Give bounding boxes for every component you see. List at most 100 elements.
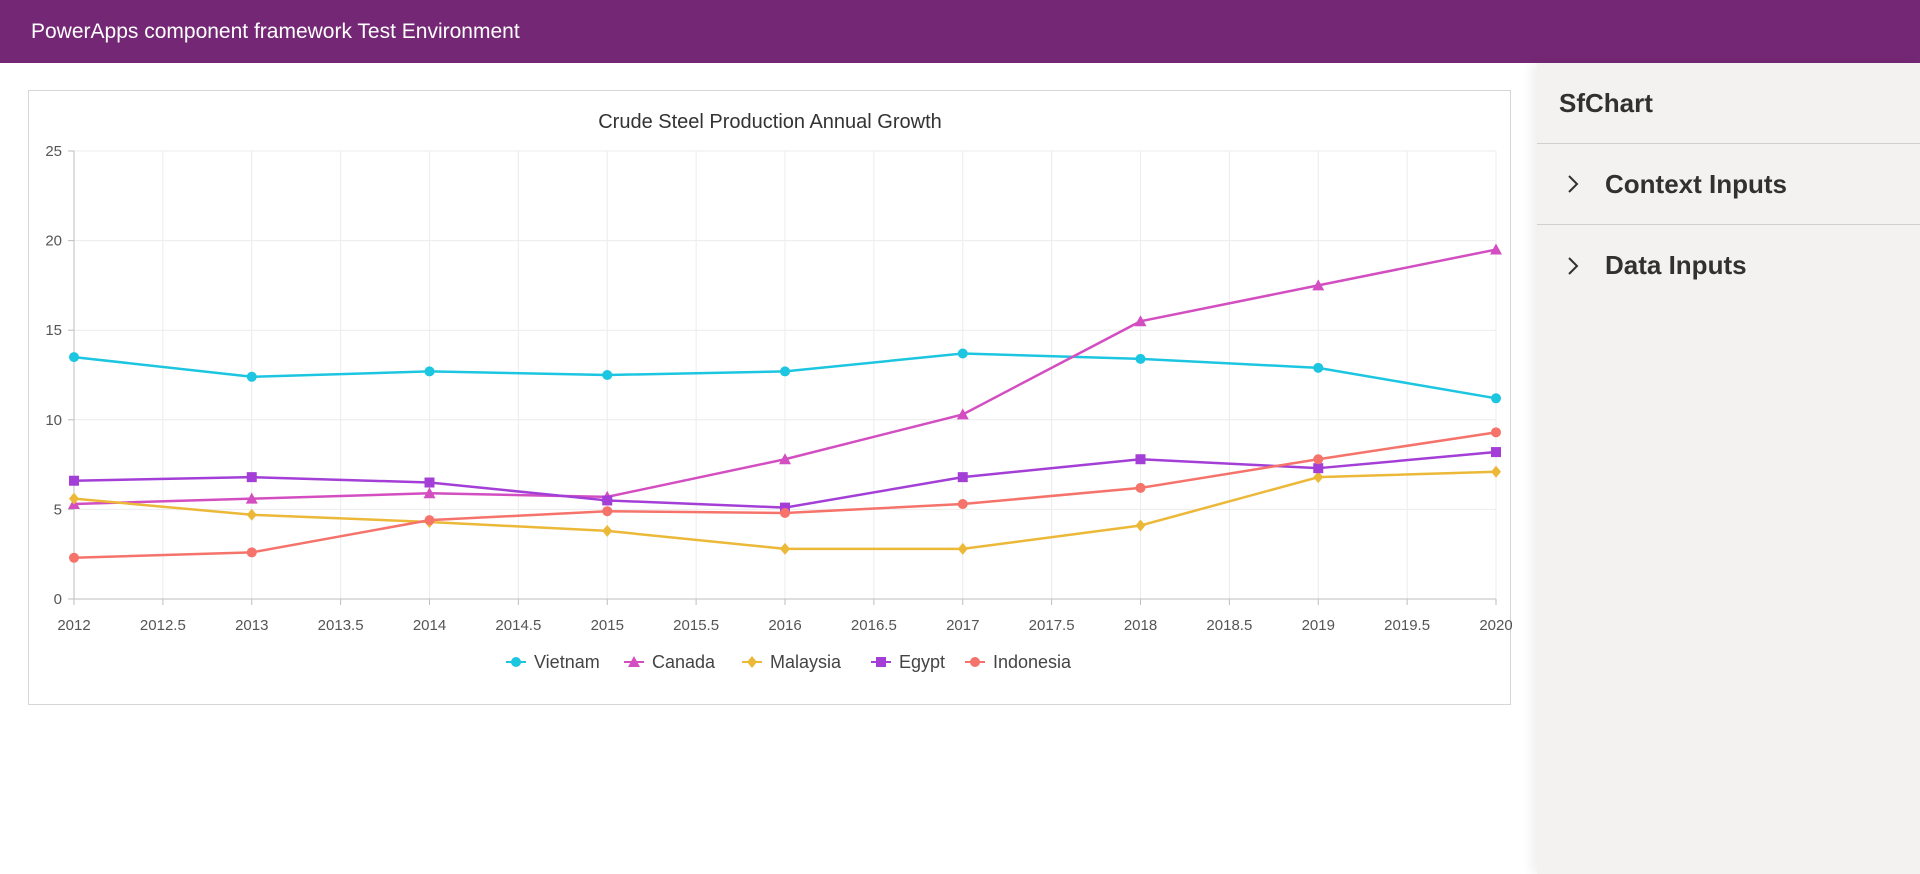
data-point[interactable] (246, 508, 257, 521)
data-point[interactable] (780, 542, 790, 555)
data-point[interactable] (1491, 465, 1501, 478)
x-tick-label: 2019.5 (1384, 617, 1430, 634)
data-point[interactable] (424, 515, 435, 526)
x-tick-label: 2014 (413, 617, 446, 634)
data-point[interactable] (1135, 454, 1146, 465)
data-point[interactable] (957, 348, 968, 359)
main-area: 2012 2012.5 2013 2013.5 2014 2014.5 2015 2015.5… (0, 63, 1537, 874)
x-tick-label: 2015.5 (673, 617, 719, 634)
y-tick-label: 20 (45, 233, 62, 250)
y-tick-label: 15 (45, 322, 62, 339)
data-point[interactable] (1135, 519, 1146, 532)
data-point[interactable] (779, 453, 791, 465)
x-tick-label: 2012.5 (140, 617, 186, 634)
chart-container: 2012 2012.5 2013 2013.5 2014 2014.5 2015 2015.5… (28, 90, 1512, 705)
legend-item-indonesia[interactable]: Indonesia (965, 652, 1072, 672)
data-point[interactable] (245, 492, 258, 504)
data-point[interactable] (1135, 482, 1146, 493)
y-tick-label: 0 (54, 591, 62, 608)
data-point[interactable] (1491, 393, 1501, 404)
y-tick-label: 10 (45, 412, 62, 429)
legend-item-vietnam[interactable]: Vietnam (506, 652, 600, 672)
chart-legend: Vietnam Canada Malaysia Egypt Indonesia (506, 652, 1072, 672)
data-point[interactable] (1490, 243, 1502, 255)
data-point[interactable] (957, 542, 968, 555)
x-tick-label: 2019 (1302, 617, 1335, 634)
chevron-right-icon (1563, 256, 1583, 276)
data-point[interactable] (957, 472, 968, 483)
properties-panel: SfChart Context Inputs Data Inputs (1537, 63, 1920, 874)
data-point[interactable] (69, 492, 79, 505)
x-tick-label: 2013 (235, 617, 268, 634)
legend-marker[interactable] (628, 656, 640, 667)
legend-label: Malaysia (770, 652, 842, 672)
chart-title: Crude Steel Production Annual Growth (598, 111, 942, 133)
x-tick-label: 2015 (591, 617, 624, 634)
data-point[interactable] (69, 352, 79, 363)
data-point[interactable] (1135, 353, 1146, 364)
legend-item-canada[interactable]: Canada (624, 652, 716, 672)
legend-item-egypt[interactable]: Egypt (871, 652, 945, 672)
data-point[interactable] (780, 502, 790, 513)
data-point[interactable] (780, 507, 790, 518)
y-tick-label: 25 (45, 143, 62, 160)
app-header-bar: PowerApps component framework Test Envir… (0, 0, 1920, 63)
data-point[interactable] (602, 524, 613, 537)
series-malaysia (69, 465, 1501, 555)
chevron-right-icon (1563, 174, 1583, 194)
x-tick-label: 2018.5 (1206, 617, 1252, 634)
data-point[interactable] (1313, 454, 1324, 465)
x-tick-label: 2014.5 (495, 617, 541, 634)
legend-item-malaysia[interactable]: Malaysia (742, 652, 842, 672)
data-point[interactable] (246, 547, 257, 558)
data-point[interactable] (423, 487, 436, 499)
chart-series (68, 243, 1502, 563)
legend-marker[interactable] (876, 657, 886, 667)
data-point[interactable] (1312, 279, 1325, 291)
data-point[interactable] (246, 472, 257, 483)
data-point[interactable] (602, 506, 613, 517)
legend-marker[interactable] (970, 657, 980, 667)
data-point[interactable] (957, 499, 968, 510)
x-tick-label: 2017.5 (1029, 617, 1075, 634)
legend-label: Vietnam (534, 652, 600, 672)
legend-marker[interactable] (747, 656, 757, 668)
x-tick-label: 2013.5 (318, 617, 364, 634)
x-tick-label: 2018 (1124, 617, 1157, 634)
section-label: Data Inputs (1605, 250, 1747, 280)
data-point[interactable] (602, 495, 613, 506)
section-context-inputs[interactable]: Context Inputs (1537, 144, 1920, 225)
data-point[interactable] (602, 370, 613, 380)
data-point[interactable] (1313, 463, 1324, 474)
legend-label: Indonesia (993, 652, 1072, 672)
x-tick-label: 2017 (946, 617, 979, 634)
legend-label: Canada (652, 652, 716, 672)
data-point[interactable] (246, 371, 257, 382)
legend-marker[interactable] (511, 657, 521, 667)
section-data-inputs[interactable]: Data Inputs (1537, 225, 1920, 306)
data-point[interactable] (424, 366, 435, 377)
data-point[interactable] (780, 366, 790, 377)
section-label: Context Inputs (1605, 168, 1787, 199)
data-point[interactable] (956, 408, 969, 420)
data-point[interactable] (69, 552, 79, 563)
x-tick-label: 2020 (1479, 617, 1512, 634)
y-tick-label: 5 (54, 501, 62, 518)
data-point[interactable] (1491, 427, 1501, 438)
series-egypt (69, 447, 1501, 513)
line-chart: 2012 2012.5 2013 2013.5 2014 2014.5 2015 2015.5… (45, 111, 1512, 672)
data-point[interactable] (1134, 315, 1147, 327)
data-point[interactable] (1313, 362, 1324, 373)
panel-title: SfChart (1537, 63, 1920, 144)
app-title: PowerApps component framework Test Envir… (31, 19, 520, 43)
series-vietnam (69, 348, 1501, 404)
x-tick-label: 2016.5 (851, 617, 897, 634)
legend-label: Egypt (899, 652, 945, 672)
data-point[interactable] (1313, 471, 1324, 484)
data-point[interactable] (69, 475, 79, 486)
x-tick-label: 2012 (57, 617, 90, 634)
series-indonesia (69, 427, 1501, 563)
data-point[interactable] (1491, 447, 1501, 458)
data-point[interactable] (424, 477, 435, 488)
chart-axes: 2012 2012.5 2013 2013.5 2014 2014.5 2015 2015.5… (45, 143, 1512, 634)
